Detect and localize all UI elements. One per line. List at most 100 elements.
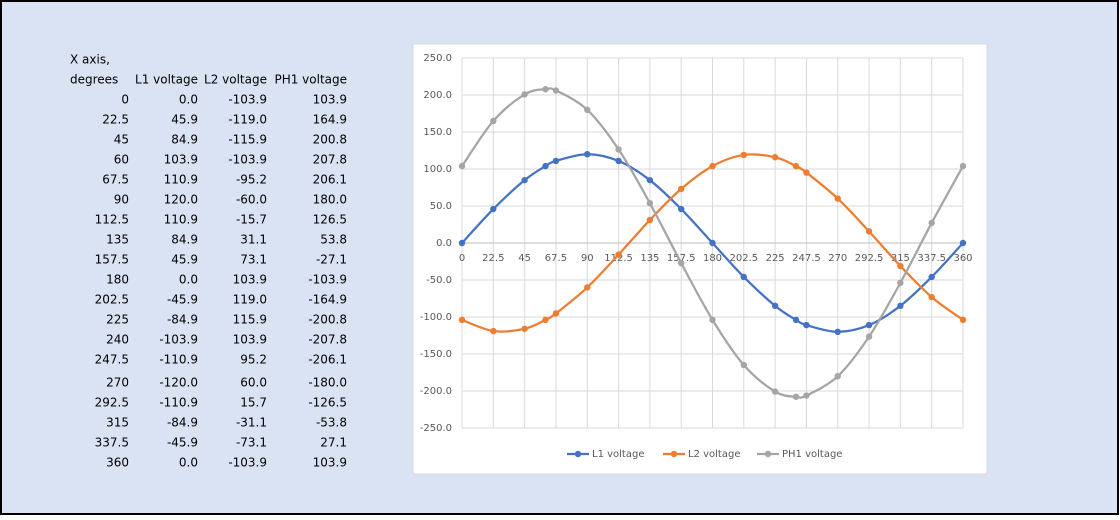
data-point [897, 302, 904, 310]
table-cell: 84.9 [171, 233, 198, 247]
table-cell: 119.0 [233, 293, 267, 307]
legend-label: L1 voltage [592, 449, 644, 460]
table-cell: -180.0 [308, 376, 347, 390]
table-cell: -95.2 [236, 173, 267, 187]
table-header: L1 voltage [135, 73, 198, 87]
table-cell: -84.9 [167, 313, 198, 327]
legend-label: PH1 voltage [782, 449, 842, 460]
y-tick-label: 0.0 [436, 238, 452, 249]
table-cell: 112.5 [95, 213, 129, 227]
table-cell: -206.1 [308, 353, 347, 367]
x-tick-label: 22.5 [482, 253, 504, 264]
table-cell: 110.9 [164, 213, 198, 227]
data-point [897, 262, 904, 270]
table-cell: 60 [114, 153, 129, 167]
table-cell: 90 [114, 193, 129, 207]
table-cell: 103.9 [164, 153, 198, 167]
data-point [677, 205, 685, 213]
x-tick-label: 202.5 [729, 253, 758, 264]
x-tick-label: 360 [953, 253, 972, 264]
y-tick-label: -250.0 [420, 423, 452, 434]
table-cell: 0.0 [179, 456, 198, 470]
table-cell: 103.9 [233, 273, 267, 287]
data-point [584, 151, 591, 158]
data-point [928, 273, 935, 281]
table-cell: 0.0 [179, 93, 198, 107]
x-tick-label: 45 [518, 253, 531, 264]
data-point [615, 157, 622, 165]
table-cell: 45.9 [171, 113, 198, 127]
y-tick-label: -100.0 [420, 312, 452, 323]
table-cell: 200.8 [313, 133, 347, 147]
data-point [584, 106, 591, 114]
table-cell: -119.0 [228, 113, 267, 127]
table-cell: 73.1 [240, 253, 267, 267]
table-cell: -103.9 [159, 333, 198, 347]
data-point [542, 316, 549, 324]
data-point [865, 321, 873, 329]
chart-area [412, 43, 988, 475]
table-cell: 206.1 [313, 173, 347, 187]
table-cell: 202.5 [95, 293, 129, 307]
table-cell: 67.5 [102, 173, 129, 187]
data-point [771, 154, 779, 161]
x-tick-label: 90 [581, 253, 594, 264]
table-cell: 157.5 [95, 253, 129, 267]
table-cell: 292.5 [95, 396, 129, 410]
table-cell: -45.9 [167, 436, 198, 450]
table-cell: -164.9 [308, 293, 347, 307]
table-cell: -110.9 [159, 396, 198, 410]
table-cell: -126.5 [308, 396, 347, 410]
data-point [771, 388, 779, 395]
data-point [792, 162, 800, 170]
table-cell: 60.0 [240, 376, 267, 390]
y-tick-label: 100.0 [423, 164, 452, 175]
data-point [542, 86, 549, 93]
x-tick-label: 135 [640, 253, 659, 264]
data-point [897, 279, 904, 287]
data-point [834, 328, 841, 335]
data-point [521, 176, 528, 184]
table-cell: -31.1 [236, 416, 267, 430]
data-point [709, 162, 716, 170]
table-cell: 247.5 [95, 353, 129, 367]
data-point [646, 199, 654, 207]
data-point [803, 392, 810, 399]
table-cell: 0 [121, 93, 129, 107]
data-point [959, 316, 967, 324]
data-point [458, 239, 466, 247]
data-point [646, 176, 654, 184]
table-cell: 225 [106, 313, 129, 327]
table-cell: 53.8 [320, 233, 347, 247]
table-cell: 95.2 [240, 353, 267, 367]
data-point [740, 361, 748, 369]
table-cell: 135 [106, 233, 129, 247]
legend-swatch [574, 450, 582, 458]
table-cell: 207.8 [313, 153, 347, 167]
table-cell: 360 [106, 456, 129, 470]
data-point [803, 321, 810, 329]
data-point [552, 157, 560, 165]
x-tick-label: 292.5 [855, 253, 884, 264]
data-point [865, 333, 873, 340]
data-point [709, 316, 716, 324]
data-point [552, 87, 560, 94]
y-tick-label: 200.0 [423, 90, 452, 101]
y-tick-label: 50.0 [430, 201, 452, 212]
x-tick-label: 225 [766, 253, 785, 264]
x-tick-label: 180 [703, 253, 722, 264]
table-header: degrees [70, 73, 118, 87]
x-tick-label: 67.5 [545, 253, 567, 264]
data-point [552, 310, 560, 317]
table-header: L2 voltage [204, 73, 267, 87]
x-tick-label: 337.5 [917, 253, 946, 264]
table-cell: 27.1 [320, 436, 347, 450]
x-tick-label: 247.5 [792, 253, 821, 264]
table-cell: 103.9 [313, 93, 347, 107]
data-point [615, 251, 622, 258]
table-cell: 270 [106, 376, 129, 390]
table-cell: 120.0 [164, 193, 198, 207]
data-point [959, 239, 967, 247]
x-tick-label: 157.5 [667, 253, 696, 264]
